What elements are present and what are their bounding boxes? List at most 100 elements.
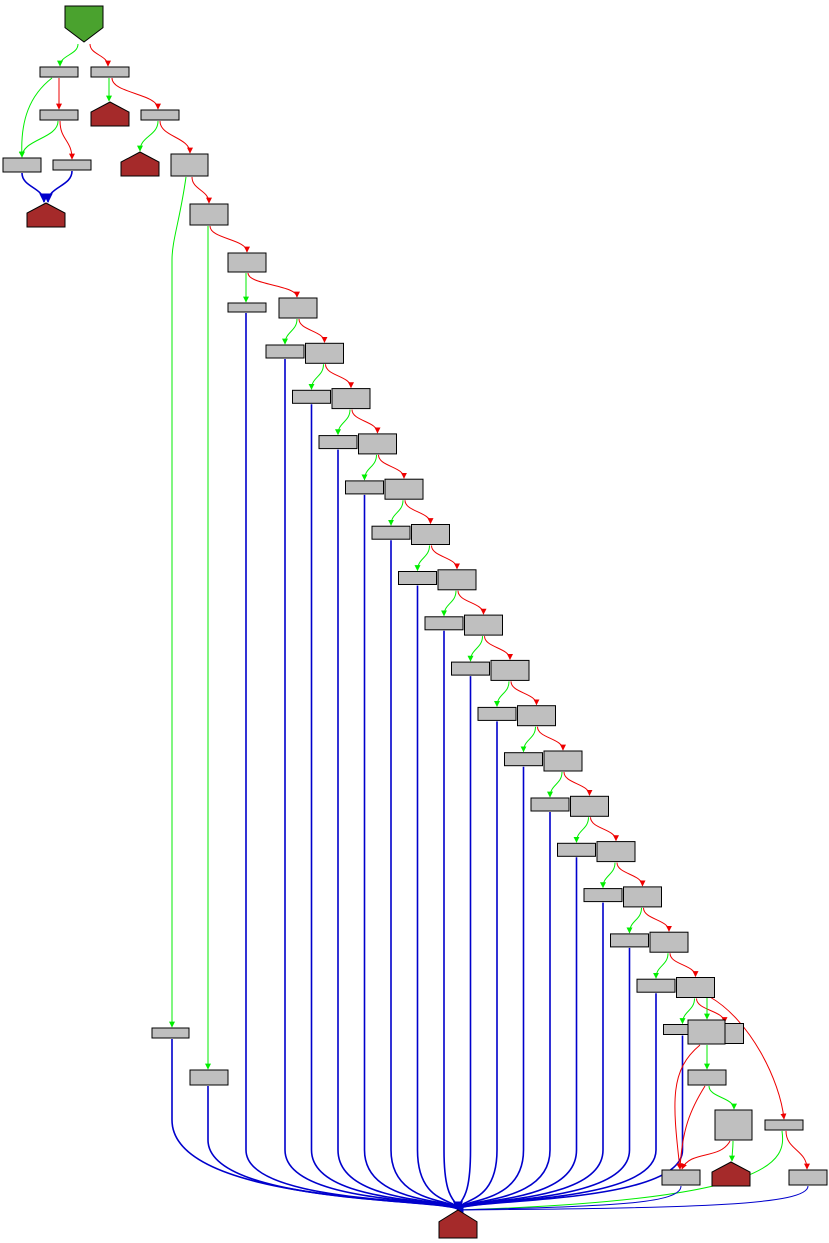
chain-leaf-4 xyxy=(345,480,384,495)
edge-d1-d2 xyxy=(191,176,212,204)
edge-b2-d1 xyxy=(159,120,193,154)
edge-chain-leaf-sink-10 xyxy=(453,766,525,1211)
edges xyxy=(18,43,810,1213)
edge-chain-green-10 xyxy=(520,726,536,753)
edge-f1-g1 xyxy=(709,996,787,1120)
chain-leaf-15 xyxy=(636,978,676,993)
chain-block-4 xyxy=(384,478,424,500)
edge-chain-leaf-sink-9 xyxy=(453,721,498,1211)
block-g1 xyxy=(764,1119,804,1131)
chain-block-14 xyxy=(649,931,689,953)
chain-block-3 xyxy=(358,433,397,455)
block-c1 xyxy=(2,157,42,173)
block-e2 xyxy=(278,297,318,319)
block-b2 xyxy=(140,109,180,121)
chain-block-10 xyxy=(543,750,583,772)
edge-chain-green-11 xyxy=(547,771,563,798)
edge-f3-f4 xyxy=(708,1085,737,1110)
chain-block-7 xyxy=(464,614,503,636)
chain-leaf-13 xyxy=(583,888,623,903)
edge-chain-red-3 xyxy=(351,409,381,434)
block-g2 xyxy=(788,1169,828,1186)
edge-chain-green-2 xyxy=(308,364,324,390)
chain-block-5 xyxy=(411,524,450,545)
edge-chain-red-9 xyxy=(510,681,540,706)
chain-block-13 xyxy=(623,886,662,908)
edge-entry-a2 xyxy=(89,43,111,67)
block-d1 xyxy=(170,153,209,177)
chain-leaf-5 xyxy=(371,525,411,540)
edge-f4-f5 xyxy=(681,1140,731,1170)
exit-node-sink xyxy=(438,1209,478,1239)
chain-block-2 xyxy=(331,388,371,410)
edge-chain-red-5 xyxy=(404,500,434,525)
chain-block-8 xyxy=(490,659,530,681)
edge-f5-sink xyxy=(457,1185,682,1213)
edge-g1-g2 xyxy=(785,1130,810,1170)
edge-c1-exit-b xyxy=(21,172,49,203)
edge-chain-to-f1 xyxy=(696,998,728,1024)
chain-leaf-8 xyxy=(451,661,490,676)
edge-chain-red-12 xyxy=(590,817,619,842)
edge-chain-green-7 xyxy=(441,590,457,617)
chain-leaf-9 xyxy=(477,706,517,721)
block-f4 xyxy=(714,1109,753,1141)
edge-chain-red-15 xyxy=(669,953,699,978)
exit-node-c xyxy=(120,151,160,177)
exit-node-b xyxy=(26,202,66,228)
edge-chain-green-8 xyxy=(467,636,483,662)
chain-leaf-10 xyxy=(504,752,543,767)
chain-block-12 xyxy=(596,841,636,863)
edge-chain-red-10 xyxy=(537,726,566,751)
edge-chain-green-6 xyxy=(414,545,430,572)
edge-chain-red-14 xyxy=(643,907,672,932)
chain-leaf-14 xyxy=(610,933,649,948)
block-c2 xyxy=(52,159,92,171)
edge-f3-f5 xyxy=(677,1085,706,1170)
edge-chain-leaf-sink-3 xyxy=(337,449,463,1211)
edge-d2-e1 xyxy=(209,225,250,253)
nodes xyxy=(2,5,828,1239)
block-d2 xyxy=(189,203,229,226)
edge-chain-red-8 xyxy=(484,635,513,660)
edge-chain-leaf-sink-5 xyxy=(390,540,463,1211)
chain-block-11 xyxy=(570,795,609,817)
chain-block-9 xyxy=(517,705,556,727)
edge-c2-exit-b xyxy=(43,170,73,203)
chain-leaf-3 xyxy=(318,435,358,450)
edge-chain-leaf-sink-6 xyxy=(416,585,463,1211)
edge-b1-c1 xyxy=(19,120,59,158)
chain-leaf-7 xyxy=(424,616,464,631)
edge-chain-red-11 xyxy=(563,771,593,796)
edge-chain-green-final xyxy=(679,998,695,1025)
edge-chain-leaf-sink-11 xyxy=(453,812,551,1211)
chain-leaf-6 xyxy=(398,571,437,585)
edge-f2-f5 xyxy=(674,1044,701,1170)
block-side-1 xyxy=(151,1027,190,1039)
block-side-2 xyxy=(189,1069,229,1086)
edge-f4-exit-d xyxy=(729,1140,736,1162)
edge-chain-green-12 xyxy=(573,817,589,843)
block-f5 xyxy=(661,1169,701,1186)
edge-chain-red-4 xyxy=(378,454,407,479)
edge-chain-red-2 xyxy=(325,364,354,389)
chain-leaf-1 xyxy=(265,344,305,359)
block-a2 xyxy=(90,66,130,78)
block-f2 xyxy=(687,1019,726,1045)
edge-chain-green-1 xyxy=(282,318,298,345)
edge-chain-leaf-sink-13 xyxy=(453,902,604,1211)
block-b1 xyxy=(39,109,79,121)
edge-b1-c2 xyxy=(59,120,75,160)
edge-a2-b2 xyxy=(111,77,161,110)
edge-chain-red-7 xyxy=(457,590,487,615)
chain-leaf-11 xyxy=(530,797,570,812)
edge-e1-e2 xyxy=(247,272,300,298)
edge-chain-leaf-sink-7 xyxy=(443,630,463,1211)
chain-block-1 xyxy=(305,342,344,364)
chain-block-15 xyxy=(676,977,715,998)
edge-chain-leaf-sink-8 xyxy=(453,676,472,1211)
exit-node-d xyxy=(711,1161,751,1187)
edge-chain-green-14 xyxy=(626,907,642,934)
chain-leaf-12 xyxy=(557,842,596,857)
